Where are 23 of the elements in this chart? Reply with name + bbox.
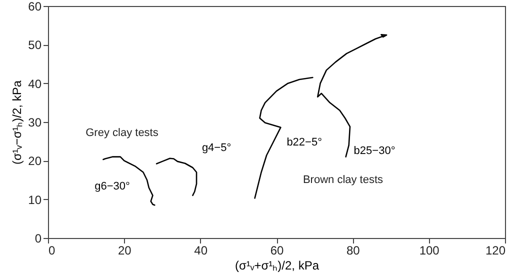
series-label: b25−30° — [354, 144, 396, 157]
x-tick-label: 80 — [346, 244, 360, 258]
y-tick-label: 60 — [28, 0, 42, 14]
annotation: Grey clay tests — [86, 127, 159, 139]
x-tick-label: 100 — [419, 244, 440, 258]
y-tick-label: 40 — [28, 76, 42, 91]
x-tick-label: 0 — [48, 244, 56, 258]
x-tick-label: 120 — [485, 244, 506, 258]
y-tick-label: 20 — [28, 154, 42, 168]
x-axis-title: (σ¹ᵥ+σ¹ₕ)/2, kPa — [234, 258, 320, 272]
x-tick-label: 60 — [270, 244, 284, 258]
y-tick-label: 50 — [28, 38, 42, 52]
series-label: g6−30° — [94, 180, 130, 193]
y-tick-label: 30 — [28, 116, 42, 130]
line-series — [156, 158, 198, 196]
y-axis-title: (σ¹ᵥ−σ¹ₕ)/2, kPa — [10, 80, 24, 165]
annotation: Brown clay tests — [302, 174, 384, 186]
series-label: g4−5° — [202, 142, 232, 154]
series-label: b22−5° — [286, 136, 322, 148]
y-tick-label: 0 — [34, 232, 42, 246]
y-tick-label: 10 — [28, 192, 42, 207]
x-tick-label: 20 — [118, 244, 132, 258]
x-tick-label: 40 — [194, 244, 208, 258]
